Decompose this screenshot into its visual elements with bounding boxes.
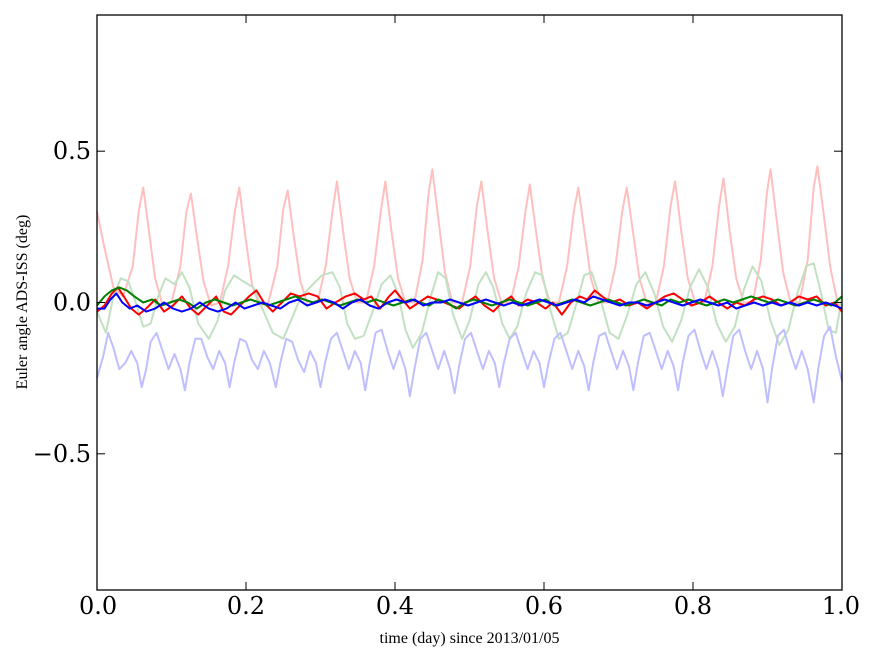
y-axis-label: Euler angle ADS-ISS (deg): [14, 215, 31, 390]
y-tick-label: 0.0: [53, 289, 91, 317]
x-tick-label: 0.6: [525, 592, 563, 620]
x-tick-label: 1.0: [822, 592, 860, 620]
x-axis-label: time (day) since 2013/01/05: [380, 630, 560, 647]
series-line-5: [96, 286, 843, 310]
x-tick-label: 0.2: [227, 592, 265, 620]
series-line-2: [96, 262, 843, 349]
series-line-3: [96, 325, 843, 404]
tick-layer: 0.0 0.2 0.4 0.6 0.8 1.0 0.5 0.0 −0.5: [33, 15, 860, 620]
series-line-1: [96, 165, 843, 313]
y-tick-label: 0.5: [53, 137, 91, 165]
series-layer: [96, 165, 843, 404]
series-line-6: [97, 292, 843, 313]
x-tick-label: 0.0: [79, 592, 117, 620]
x-tick-label: 0.4: [376, 592, 414, 620]
x-tick-label: 0.8: [674, 592, 712, 620]
y-tick-label: −0.5: [33, 440, 91, 468]
